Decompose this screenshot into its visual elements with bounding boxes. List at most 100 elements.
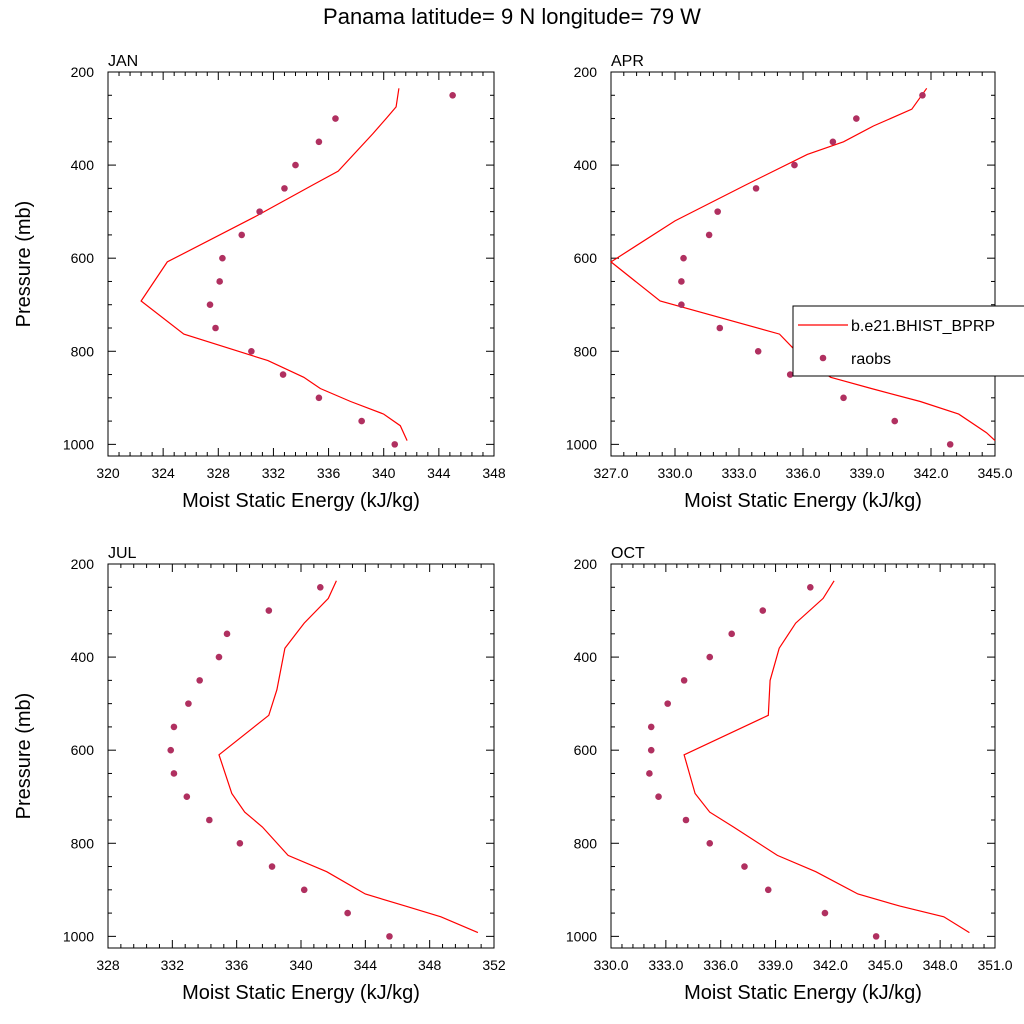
plot-frame: [107, 71, 495, 457]
raobs-point: [741, 863, 748, 870]
raobs-point: [265, 607, 273, 614]
x-tick-label: 345.0: [868, 957, 903, 973]
x-tick-label: 333.0: [721, 465, 756, 481]
y-tick-label: 200: [71, 64, 95, 80]
panel-label: JAN: [108, 53, 138, 70]
x-tick-label: 333.0: [648, 957, 683, 973]
raobs-point: [315, 138, 323, 146]
y-tick-label: 400: [71, 649, 95, 665]
x-tick-label: 348: [482, 465, 506, 481]
raobs-point: [647, 746, 655, 754]
x-tick-label: 330.0: [593, 957, 628, 973]
raobs-point: [872, 933, 880, 940]
raobs-point: [764, 886, 772, 894]
y-tick-label: 400: [574, 649, 598, 665]
raobs-point: [752, 185, 760, 192]
raobs-point: [212, 324, 219, 332]
raobs-point: [292, 161, 299, 169]
raobs-point: [946, 441, 954, 448]
model-profile-line: [683, 580, 970, 934]
x-axis-title: Moist Static Energy (kJ/kg): [684, 982, 922, 1004]
raobs-point: [807, 583, 814, 591]
y-tick-label: 800: [574, 343, 598, 359]
raobs-point: [716, 324, 724, 332]
x-tick-label: 344: [427, 465, 451, 481]
x-tick-label: 339.0: [758, 957, 793, 973]
raobs-point: [728, 630, 735, 638]
y-tick-label: 600: [71, 742, 95, 758]
x-tick-label: 344: [354, 957, 378, 973]
x-tick-label: 327.0: [593, 465, 628, 481]
raobs-point: [754, 347, 762, 355]
raobs-point: [315, 394, 323, 402]
panel-oct: OCT 330.0 333.0 336.0 339.0 342.0 345.0 348.0 35…: [566, 545, 1013, 1004]
raobs-point: [219, 254, 226, 262]
raobs-point: [680, 677, 688, 684]
model-profile-line: [609, 87, 996, 442]
figure-title: Panama latitude= 9 N longitude= 79 W: [323, 4, 701, 29]
raobs-point: [170, 723, 178, 731]
raobs-point: [317, 583, 324, 591]
y-axis-title: Pressure (mb): [13, 693, 35, 820]
panel-label: JUL: [108, 545, 137, 562]
raobs-point: [358, 417, 365, 425]
raobs-point: [853, 115, 860, 122]
x-tick-label: 336.0: [703, 957, 738, 973]
panel-jul: JUL 328 332 336 340 344 348 352 200 400 600 800 1000…: [13, 545, 506, 1004]
y-tick-label: 600: [574, 250, 598, 266]
y-tick-label: 200: [574, 556, 598, 572]
raobs-point: [759, 607, 767, 614]
raobs-point: [680, 254, 687, 262]
raobs-point: [919, 91, 926, 99]
y-tick-label: 800: [71, 343, 95, 359]
raobs-point: [215, 653, 223, 661]
x-tick-label: 340: [372, 465, 396, 481]
x-tick-label: 328: [96, 957, 120, 973]
y-tick-label: 1000: [566, 928, 597, 944]
x-tick-label: 352: [482, 957, 506, 973]
raobs-point: [791, 161, 798, 169]
raobs-point: [167, 746, 175, 754]
y-tick-label: 400: [71, 157, 95, 173]
x-tick-label: 336: [317, 465, 341, 481]
x-tick-label: 330.0: [657, 465, 692, 481]
y-tick-label: 400: [574, 157, 598, 173]
raobs-point: [281, 185, 288, 192]
raobs-point: [646, 770, 653, 777]
raobs-point: [449, 91, 456, 99]
raobs-point: [196, 677, 203, 684]
x-tick-label: 332: [161, 957, 185, 973]
model-profile-line: [140, 88, 408, 441]
y-tick-label: 200: [574, 64, 598, 80]
raobs-point: [714, 208, 721, 215]
panel-jan: JAN 320 324 328 332 336 340 344 348 200 400 600 800 1…: [13, 53, 506, 512]
raobs-point: [268, 863, 276, 870]
raobs-point: [256, 208, 263, 215]
plot-frame: [610, 563, 996, 949]
raobs-point: [840, 394, 847, 402]
raobs-point: [344, 909, 351, 917]
y-tick-label: 1000: [566, 436, 597, 452]
x-tick-label: 342.0: [813, 957, 848, 973]
x-tick-label: 339.0: [849, 465, 884, 481]
raobs-point: [206, 816, 213, 824]
raobs-point: [279, 371, 287, 378]
raobs-point: [829, 138, 837, 146]
raobs-point: [170, 770, 178, 777]
raobs-point: [664, 700, 671, 707]
x-tick-label: 345.0: [977, 465, 1012, 481]
raobs-point: [206, 301, 214, 309]
x-tick-label: 328: [207, 465, 231, 481]
y-tick-label: 600: [574, 742, 598, 758]
x-tick-label: 336: [225, 957, 249, 973]
raobs-point: [821, 909, 829, 917]
raobs-point: [223, 630, 231, 638]
x-axis-title: Moist Static Energy (kJ/kg): [182, 982, 420, 1004]
panel-label: APR: [611, 53, 644, 70]
legend-box: [792, 305, 1024, 377]
legend-label: raobs: [851, 351, 891, 368]
raobs-point: [682, 816, 690, 824]
y-axis-title: Pressure (mb): [13, 201, 35, 328]
raobs-point: [678, 301, 685, 309]
